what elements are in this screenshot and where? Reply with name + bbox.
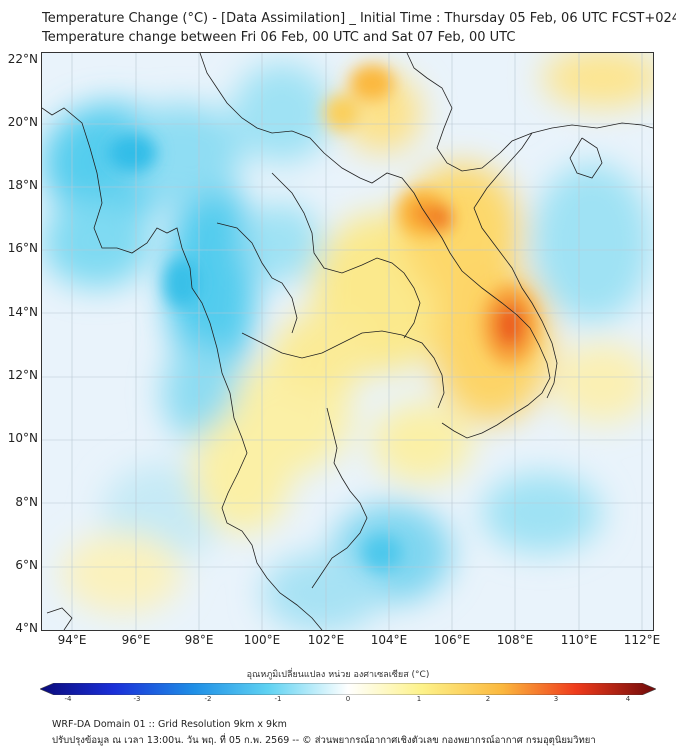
footer-credit: ปรับปรุงข้อมูล ณ เวลา 13:00น. วัน พฤ. ที…: [52, 735, 596, 746]
lat-label: 14°N: [7, 305, 38, 319]
colorbar: [39, 680, 657, 696]
lat-label: 16°N: [7, 241, 38, 255]
map-canvas: [42, 53, 653, 630]
lon-label: 104°E: [370, 633, 408, 647]
lat-label: 22°N: [7, 52, 38, 66]
map-subtitle: Temperature change between Fri 06 Feb, 0…: [42, 30, 516, 45]
colorbar-tick: -3: [133, 695, 141, 703]
colorbar-tick: 0: [345, 695, 351, 703]
colorbar-tick: 2: [485, 695, 491, 703]
colorbar-tick: -1: [274, 695, 282, 703]
temperature-change-map: [41, 52, 654, 631]
lon-label: 94°E: [57, 633, 87, 647]
colorbar-tick: -2: [204, 695, 212, 703]
country-borders: [42, 53, 653, 630]
lat-label: 20°N: [7, 115, 38, 129]
lon-label: 112°E: [623, 633, 661, 647]
lat-label: 8°N: [15, 495, 38, 509]
lon-label: 110°E: [560, 633, 598, 647]
colorbar-tick: -4: [64, 695, 72, 703]
lon-label: 100°E: [243, 633, 281, 647]
lat-label: 18°N: [7, 178, 38, 192]
lat-label: 6°N: [15, 558, 38, 572]
colorbar-gradient: [39, 682, 657, 696]
colorbar-tick: 4: [625, 695, 631, 703]
lat-label: 12°N: [7, 368, 38, 382]
temperature-hotspots: [107, 65, 538, 571]
lat-label: 4°N: [15, 621, 38, 635]
lon-label: 98°E: [184, 633, 214, 647]
lon-label: 96°E: [121, 633, 151, 647]
map-title: Temperature Change (°C) - [Data Assimila…: [42, 11, 676, 26]
colorbar-title: อุณหภูมิเปลี่ยนแปลง หน่วย องศาเซลเซียส (…: [246, 670, 430, 680]
lon-label: 108°E: [496, 633, 534, 647]
lon-label: 102°E: [307, 633, 345, 647]
graticule: [42, 53, 653, 630]
footer-model-info: WRF-DA Domain 01 :: Grid Resolution 9km …: [52, 719, 287, 730]
colorbar-tick: 3: [553, 695, 559, 703]
colorbar-tick: 1: [416, 695, 422, 703]
lon-label: 106°E: [433, 633, 471, 647]
lat-label: 10°N: [7, 431, 38, 445]
